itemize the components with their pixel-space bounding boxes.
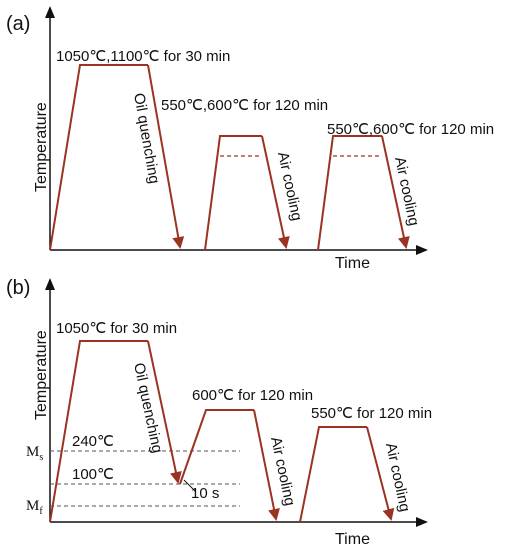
panel-b-y-axis-label: Temperature xyxy=(33,330,50,420)
panel-a-step1-label: 1050℃,1100℃ for 30 min xyxy=(56,48,230,65)
panel-b-air-cool2-arrow xyxy=(367,427,391,519)
panel-b-step1-label: 1050℃ for 30 min xyxy=(56,320,177,337)
panel-b-label: (b) xyxy=(6,277,30,299)
panel-b: (b) Temperature Time Ms Mf 240℃ 100℃ 105… xyxy=(6,277,432,548)
panel-a-temper1-curve xyxy=(205,136,262,250)
panel-a-step3-label: 550℃,600℃ for 120 min xyxy=(327,121,494,138)
panel-b-step2-label: 600℃ for 120 min xyxy=(192,387,313,404)
panel-a-x-axis-label: Time xyxy=(335,255,370,272)
panel-b-mf-label: Mf xyxy=(26,498,43,517)
panel-b-hold-label: 10 s xyxy=(191,485,219,502)
panel-b-step1-cool-label: Oil quenching xyxy=(130,361,166,454)
panel-a-label: (a) xyxy=(6,13,30,35)
panel-b-ms-label: Ms xyxy=(26,444,43,463)
panel-a: (a) Temperature Time 1050℃,1100℃ for 30 … xyxy=(6,8,494,272)
panel-a-austenitizing-curve xyxy=(50,65,148,250)
panel-b-step3-label: 550℃ for 120 min xyxy=(311,405,432,422)
panel-b-temper1-curve xyxy=(180,410,254,484)
panel-a-temper2-curve xyxy=(318,136,382,250)
panel-b-100c-label: 100℃ xyxy=(72,466,114,483)
panel-a-step3-cool-label: Air cooling xyxy=(391,155,422,227)
panel-a-y-axis-label: Temperature xyxy=(33,102,50,192)
panel-b-ms-temp-label: 240℃ xyxy=(72,433,114,450)
panel-b-x-axis-label: Time xyxy=(335,531,370,548)
panel-a-step1-cool-label: Oil quenching xyxy=(130,92,163,185)
panel-a-step2-label: 550℃,600℃ for 120 min xyxy=(161,97,328,114)
panel-b-temper2-curve xyxy=(300,427,367,522)
